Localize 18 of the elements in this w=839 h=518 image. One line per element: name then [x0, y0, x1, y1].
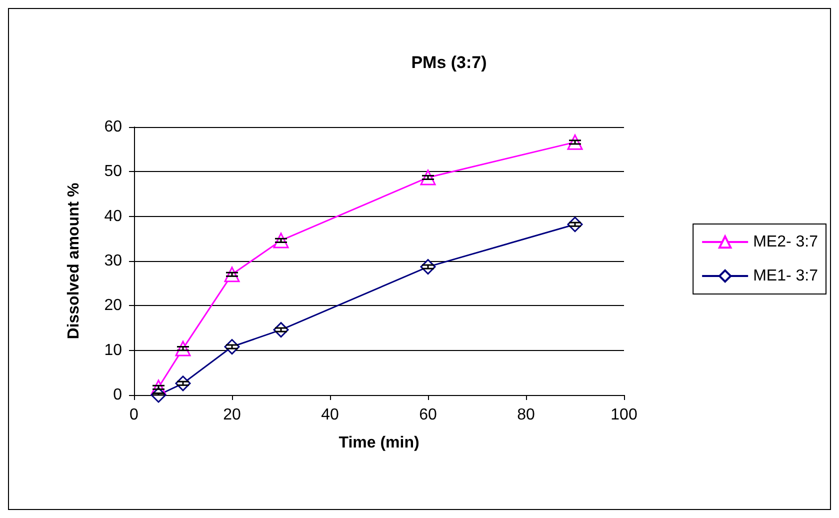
y-tick-label: 40: [104, 208, 122, 225]
y-tick-label: 50: [104, 163, 122, 180]
x-axis-title: Time (min): [338, 434, 420, 452]
y-tick-label: 0: [113, 386, 122, 404]
x-tick-label: 100: [610, 406, 638, 424]
y-tick-label: 30: [104, 252, 122, 270]
y-axis-title: Dissolved amount %: [66, 182, 82, 340]
x-tick-label: 40: [321, 406, 339, 424]
y-tick-label: 60: [104, 118, 122, 136]
chart-title: PMs (3:7): [411, 53, 487, 72]
legend-label: ME1- 3:7: [753, 268, 818, 284]
legend-label: ME2- 3:7: [753, 234, 818, 250]
x-tick-label: 80: [517, 406, 535, 424]
x-tick-label: 0: [130, 406, 139, 424]
x-tick-label: 60: [419, 406, 437, 424]
x-tick-label: 20: [223, 406, 241, 424]
y-tick-label: 10: [104, 342, 122, 359]
y-tick-label: 20: [104, 297, 122, 314]
